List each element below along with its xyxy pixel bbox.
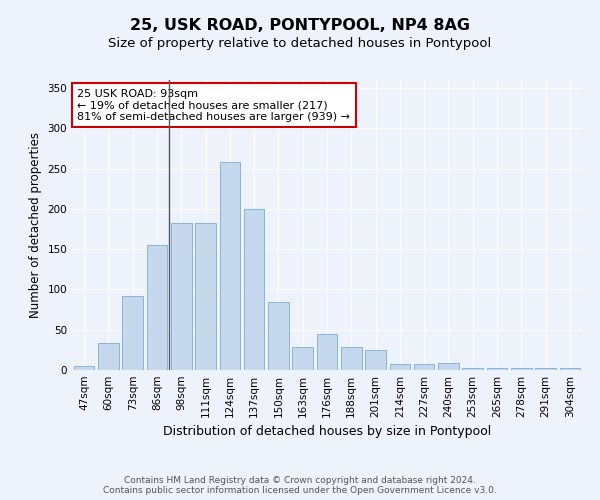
Bar bbox=[244, 209, 265, 370]
Y-axis label: Number of detached properties: Number of detached properties bbox=[29, 132, 42, 318]
X-axis label: Distribution of detached houses by size in Pontypool: Distribution of detached houses by size … bbox=[163, 426, 491, 438]
Bar bbox=[389, 364, 410, 370]
Bar bbox=[292, 348, 313, 370]
Bar bbox=[511, 368, 532, 370]
Bar bbox=[171, 222, 191, 370]
Bar bbox=[146, 245, 167, 370]
Bar bbox=[220, 162, 240, 370]
Bar bbox=[122, 296, 143, 370]
Bar bbox=[98, 344, 119, 370]
Bar bbox=[74, 366, 94, 370]
Bar bbox=[268, 302, 289, 370]
Text: 25 USK ROAD: 93sqm
← 19% of detached houses are smaller (217)
81% of semi-detach: 25 USK ROAD: 93sqm ← 19% of detached hou… bbox=[77, 88, 350, 122]
Text: Contains HM Land Registry data © Crown copyright and database right 2024.
Contai: Contains HM Land Registry data © Crown c… bbox=[103, 476, 497, 495]
Text: 25, USK ROAD, PONTYPOOL, NP4 8AG: 25, USK ROAD, PONTYPOOL, NP4 8AG bbox=[130, 18, 470, 32]
Bar bbox=[365, 350, 386, 370]
Bar bbox=[414, 364, 434, 370]
Bar bbox=[560, 368, 580, 370]
Bar bbox=[463, 368, 483, 370]
Bar bbox=[341, 348, 362, 370]
Text: Size of property relative to detached houses in Pontypool: Size of property relative to detached ho… bbox=[109, 38, 491, 51]
Bar bbox=[438, 363, 459, 370]
Bar bbox=[535, 368, 556, 370]
Bar bbox=[317, 334, 337, 370]
Bar bbox=[487, 368, 508, 370]
Bar bbox=[195, 222, 216, 370]
